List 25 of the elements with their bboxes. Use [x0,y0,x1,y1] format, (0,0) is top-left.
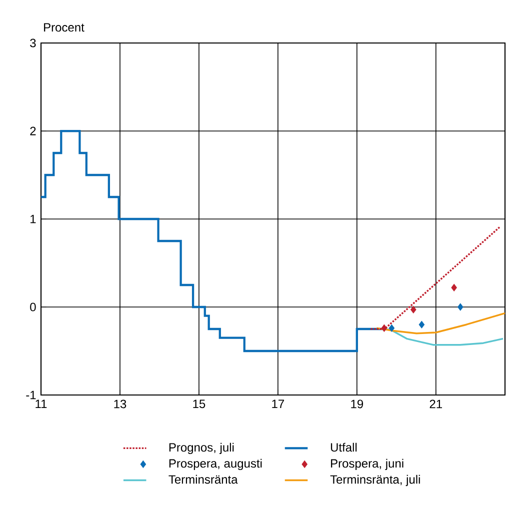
y-tick-label: -1 [26,390,36,400]
y-axis-title: Procent [44,23,84,32]
line-series [376,312,506,334]
x-tick-label: 15 [193,400,206,408]
y-tick-label: 2 [30,126,36,136]
y-tick-label: 0 [30,302,36,312]
y-tick-label: 1 [30,214,36,224]
x-tick-label: 11 [36,400,47,408]
x-tick-label: 13 [114,400,126,408]
point [418,320,425,328]
legend-label: Terminsränta [168,474,238,484]
legend-label: Utfall [330,442,357,452]
legend-label: Prognos, juli [169,442,234,454]
x-tick-label: 19 [351,400,364,408]
point [381,324,388,332]
legend-label: Prospera, augusti [169,458,262,470]
x-tick-label: 17 [272,400,284,408]
point [410,306,416,314]
x-tick-label: 21 [430,400,442,408]
legend-label: Prospera, juni [331,458,404,470]
point [458,303,464,311]
legend-label: Terminsränta, juli [330,474,420,486]
point [451,284,457,292]
y-tick-label: 3 [30,38,36,48]
point [388,324,395,332]
